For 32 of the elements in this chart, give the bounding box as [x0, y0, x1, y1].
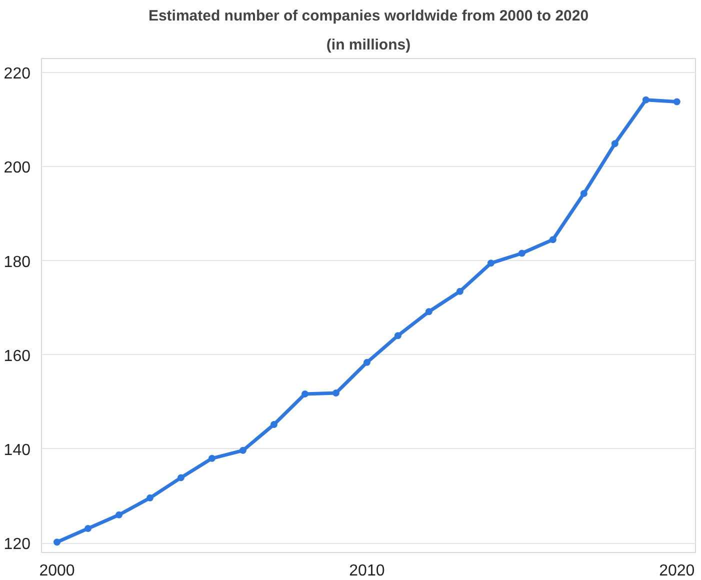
y-tick-label: 180	[4, 254, 31, 271]
y-tick-label: 160	[4, 348, 31, 365]
point	[456, 288, 464, 295]
point	[549, 236, 556, 244]
x-tick-label: 2000	[39, 562, 75, 580]
point	[642, 96, 650, 104]
point	[301, 390, 308, 398]
point	[239, 446, 246, 454]
chart-title: Estimated number of companies worldwide from 2000 to 2020	[148, 8, 589, 24]
point	[580, 190, 588, 198]
point	[332, 390, 340, 397]
chart-subtitle: (in millions)	[326, 36, 411, 54]
point	[673, 98, 680, 106]
y-tick-label: 140	[4, 442, 31, 459]
point	[115, 511, 122, 518]
point	[425, 308, 432, 316]
point	[518, 250, 526, 257]
y-tick-label: 200	[4, 160, 31, 177]
y-tick-label: 120	[4, 536, 31, 554]
point	[270, 421, 278, 428]
point	[54, 538, 60, 546]
x-tick-label: 2020	[659, 562, 695, 580]
y-tick-label: 220	[4, 66, 31, 83]
x-tick-label: 2010	[349, 562, 385, 580]
point	[394, 332, 402, 340]
point	[177, 474, 184, 482]
point	[363, 358, 370, 366]
point	[487, 260, 494, 267]
point	[611, 140, 618, 148]
point	[208, 454, 216, 462]
point	[146, 494, 154, 502]
point	[84, 525, 92, 532]
